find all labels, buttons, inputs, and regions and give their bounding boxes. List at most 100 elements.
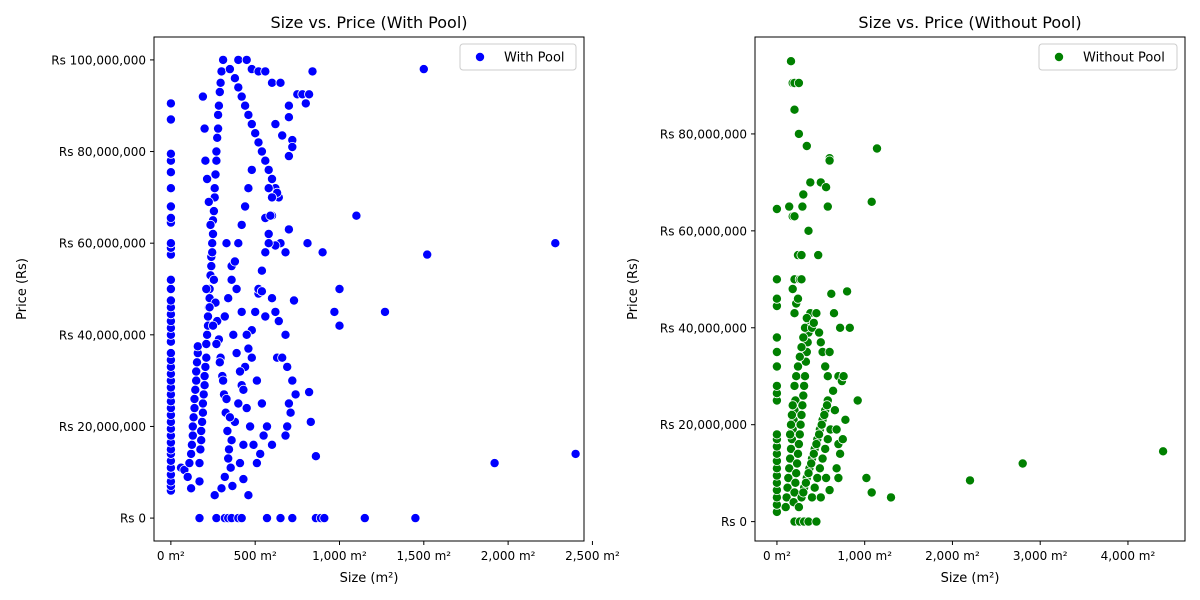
data-point: [243, 183, 254, 194]
data-point: [236, 91, 247, 102]
data-point: [807, 492, 818, 503]
x-axis-title: Size (m²): [340, 571, 399, 586]
data-point: [195, 444, 206, 455]
data-point: [835, 448, 846, 459]
data-point: [208, 206, 219, 217]
data-point: [866, 196, 877, 207]
legend-frame: [1038, 43, 1178, 71]
data-point: [165, 167, 176, 178]
data-point: [793, 293, 804, 304]
data-point: [283, 100, 294, 111]
data-point: [280, 247, 291, 258]
data-point: [886, 492, 897, 503]
data-point: [785, 429, 796, 440]
data-point: [304, 89, 315, 100]
data-point: [189, 403, 200, 414]
data-point: [270, 119, 281, 130]
data-point: [1158, 446, 1169, 457]
data-point: [187, 430, 198, 441]
data-point: [840, 414, 851, 425]
data-point: [784, 463, 795, 474]
data-point: [165, 212, 176, 223]
data-point: [275, 77, 286, 88]
data-point: [789, 308, 800, 319]
data-point: [785, 453, 796, 464]
data-point: [550, 238, 561, 249]
data-point: [771, 429, 782, 440]
data-point: [317, 247, 328, 258]
data-point: [795, 419, 806, 430]
data-point: [872, 143, 883, 154]
data-point: [794, 351, 805, 362]
data-point: [844, 322, 855, 333]
data-point: [300, 98, 311, 109]
x-axis-title: Size (m²): [941, 571, 1000, 586]
data-point: [250, 128, 261, 139]
data-point: [194, 458, 205, 469]
data-point: [196, 435, 207, 446]
data-point: [263, 164, 274, 175]
data-point: [194, 476, 205, 487]
data-point: [231, 283, 242, 294]
data-point: [307, 66, 318, 77]
data-point: [203, 196, 214, 207]
data-point: [820, 361, 831, 372]
y-tick-label: Rs 0: [120, 512, 146, 526]
data-point: [240, 201, 251, 212]
data-point: [206, 261, 217, 272]
data-point: [283, 224, 294, 235]
data-point: [351, 210, 362, 221]
data-point: [826, 288, 837, 299]
data-point: [266, 192, 277, 203]
data-point: [222, 425, 233, 436]
data-point: [260, 66, 271, 77]
data-point: [786, 409, 797, 420]
data-point: [246, 352, 257, 363]
data-point: [211, 155, 222, 166]
data-point: [256, 398, 267, 409]
data-point: [812, 472, 823, 483]
data-point: [243, 109, 254, 120]
data-point: [233, 82, 244, 93]
y-tick-label: Rs 40,000,000: [660, 321, 747, 335]
data-point: [207, 228, 218, 239]
x-tick-label: 2,000 m²: [481, 549, 536, 563]
data-point: [283, 151, 294, 162]
data-point: [182, 471, 193, 482]
data-point: [811, 308, 822, 319]
data-point: [211, 513, 222, 524]
legend: With Pool: [459, 43, 577, 71]
data-point: [165, 98, 176, 109]
data-point: [219, 471, 230, 482]
data-point: [218, 375, 229, 386]
data-point: [251, 375, 262, 386]
data-point: [192, 341, 203, 352]
data-point: [793, 448, 804, 459]
data-point: [236, 306, 247, 317]
data-point: [186, 483, 197, 494]
y-tick-label: Rs 100,000,000: [51, 53, 146, 67]
data-point: [793, 361, 804, 372]
data-point: [287, 141, 298, 152]
data-point: [792, 458, 803, 469]
data-point: [771, 346, 782, 357]
data-point: [489, 458, 500, 469]
data-point: [824, 485, 835, 496]
data-point: [821, 472, 832, 483]
legend-label: With Pool: [504, 51, 565, 66]
data-point: [211, 338, 222, 349]
data-point: [814, 327, 825, 338]
data-point: [796, 250, 807, 261]
data-point: [852, 395, 863, 406]
data-point: [796, 274, 807, 285]
data-point: [197, 91, 208, 102]
chart-without-pool: 0 m² 1,000 m² 2,000 m² 3,000 m² 4,000 m² Rs 0…: [626, 13, 1186, 586]
data-point: [265, 210, 276, 221]
data-point: [793, 78, 804, 89]
data-point: [241, 54, 252, 65]
data-point: [801, 313, 812, 324]
data-point: [261, 513, 272, 524]
data-point: [207, 247, 218, 258]
data-point: [228, 329, 239, 340]
y-axis-title: Price (Rs): [15, 258, 30, 320]
